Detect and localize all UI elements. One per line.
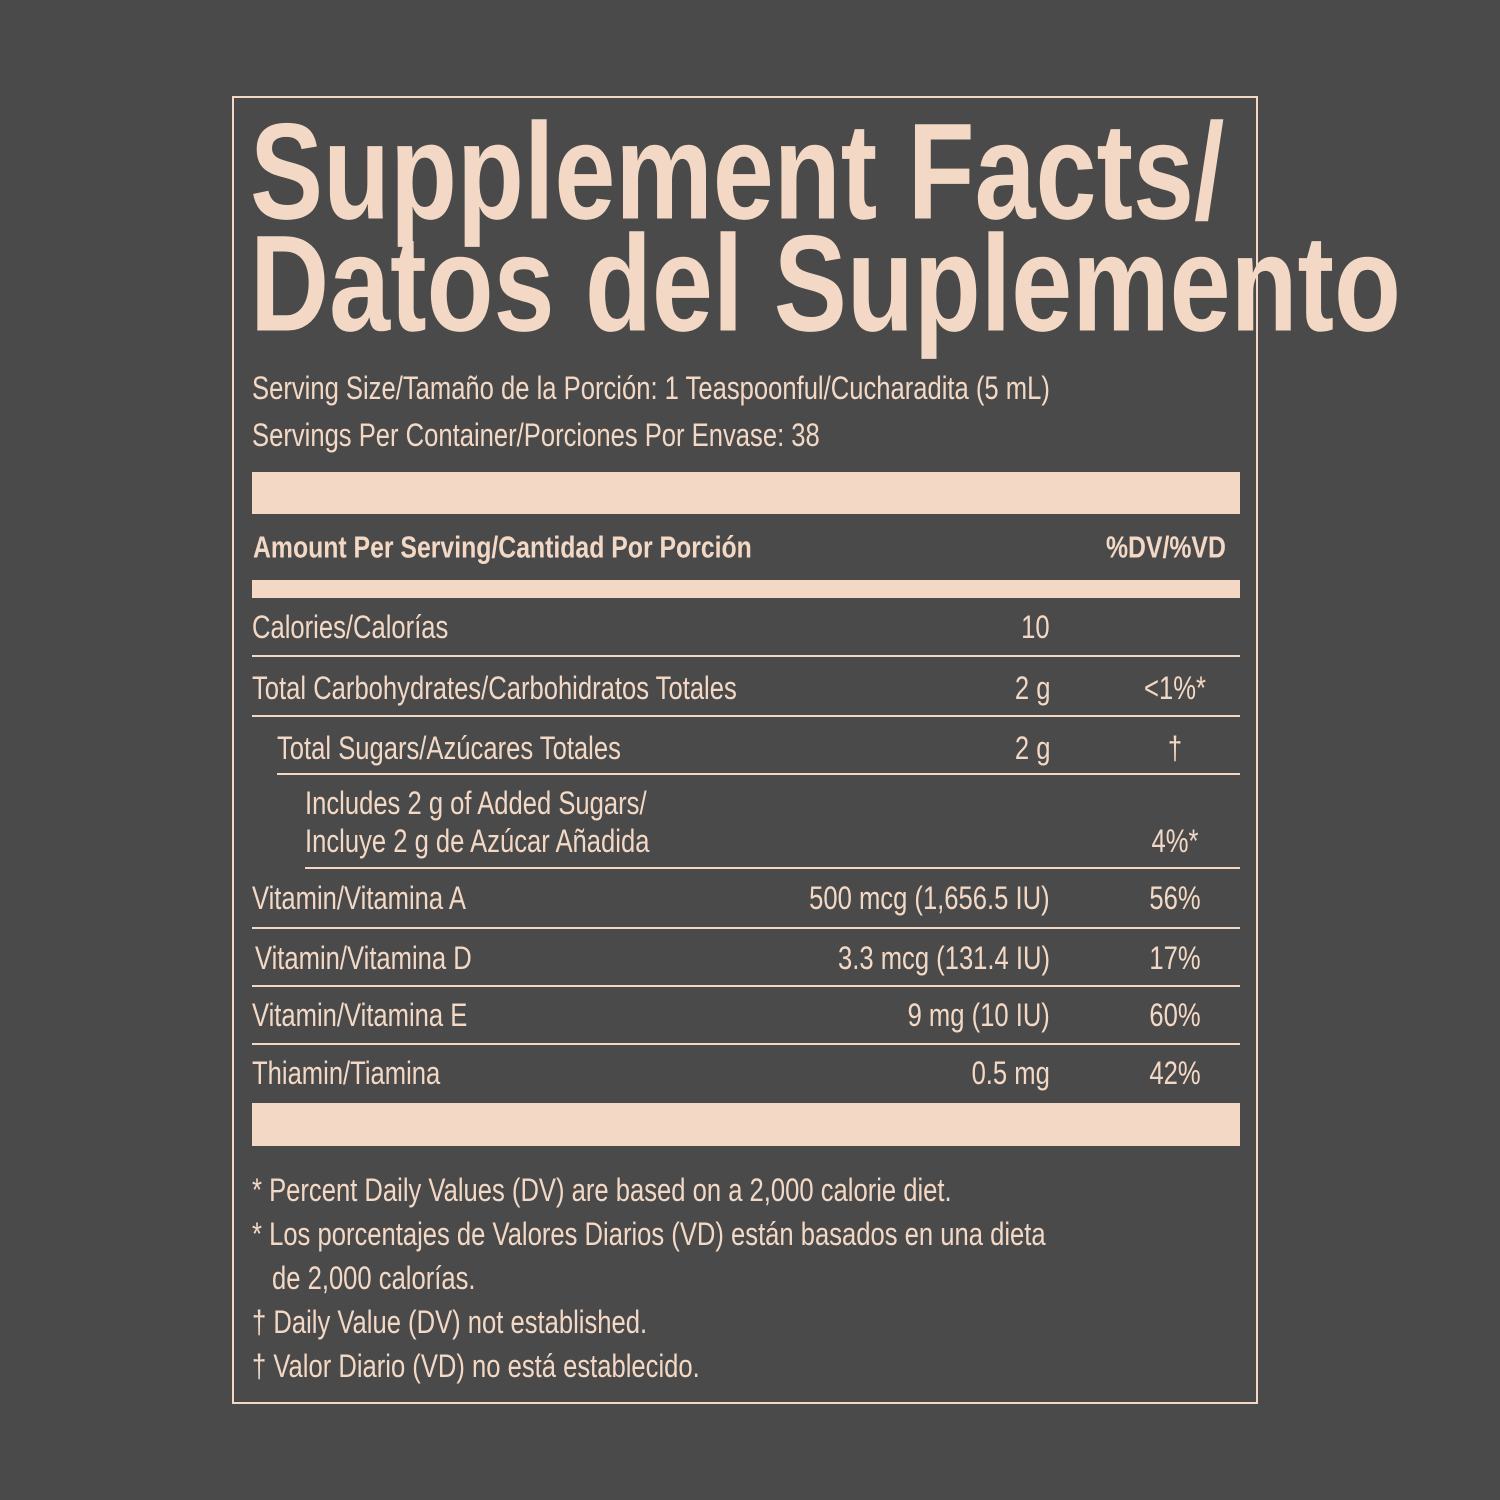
- title: Supplement Facts/: [250, 95, 1225, 249]
- daily-value: 56%: [1149, 880, 1201, 916]
- title: Datos del Suplemento: [250, 207, 1401, 361]
- nutrient-name: Includes 2 g of Added Sugars/: [305, 785, 647, 821]
- row-divider: [252, 927, 1240, 929]
- row-divider: [252, 655, 1240, 657]
- daily-value: 42%: [1149, 1055, 1201, 1091]
- nutrient-name: Calories/Calorías: [252, 609, 449, 645]
- footnote: † Valor Diario (VD) no está establecido.: [252, 1348, 700, 1384]
- row-divider: [252, 1043, 1240, 1045]
- thick-bar: [252, 1103, 1240, 1146]
- footnote: * Los porcentajes de Valores Diarios (VD…: [252, 1216, 1046, 1252]
- row-divider: [277, 773, 1240, 775]
- nutrient-name: Total Carbohydrates/Carbohidratos Totale…: [252, 670, 737, 706]
- serving-size: Serving Size/Tamaño de la Porción: 1 Tea…: [252, 370, 1050, 406]
- nutrient-name: Total Sugars/Azúcares Totales: [277, 730, 621, 766]
- thick-bar: [252, 580, 1240, 598]
- amount: 2 g: [1014, 670, 1050, 706]
- column-header: %DV/%VD: [1106, 529, 1226, 565]
- daily-value: 4%*: [1151, 823, 1199, 859]
- row-divider: [252, 985, 1240, 987]
- row-divider: [305, 867, 1240, 869]
- amount: 0.5 mg: [971, 1055, 1050, 1091]
- footnote: * Percent Daily Values (DV) are based on…: [252, 1172, 952, 1208]
- footnote: de 2,000 calorías.: [272, 1260, 476, 1296]
- amount: 3.3 mcg (131.4 IU): [838, 940, 1050, 976]
- servings-per-container: Servings Per Container/Porciones Por Env…: [252, 417, 820, 453]
- footnote: † Daily Value (DV) not established.: [252, 1304, 648, 1340]
- daily-value: 60%: [1149, 997, 1201, 1033]
- nutrient-name: Vitamin/Vitamina D: [255, 940, 472, 976]
- row-divider: [252, 715, 1240, 717]
- column-header: Amount Per Serving/Cantidad Por Porción: [253, 529, 752, 565]
- nutrient-name: Thiamin/Tiamina: [252, 1055, 441, 1091]
- thick-bar: [252, 472, 1240, 514]
- nutrient-name: Vitamin/Vitamina E: [252, 997, 468, 1033]
- amount: 500 mcg (1,656.5 IU): [809, 880, 1050, 916]
- amount: 9 mg (10 IU): [907, 997, 1050, 1033]
- nutrient-name: Incluye 2 g de Azúcar Añadida: [305, 823, 650, 859]
- label-border: [232, 96, 1258, 1404]
- nutrient-name: Vitamin/Vitamina A: [252, 880, 466, 916]
- daily-value: 17%: [1149, 940, 1201, 976]
- amount: 10: [1021, 609, 1050, 645]
- amount: 2 g: [1014, 730, 1050, 766]
- daily-value: <1%*: [1144, 670, 1206, 706]
- daily-value: †: [1167, 730, 1183, 766]
